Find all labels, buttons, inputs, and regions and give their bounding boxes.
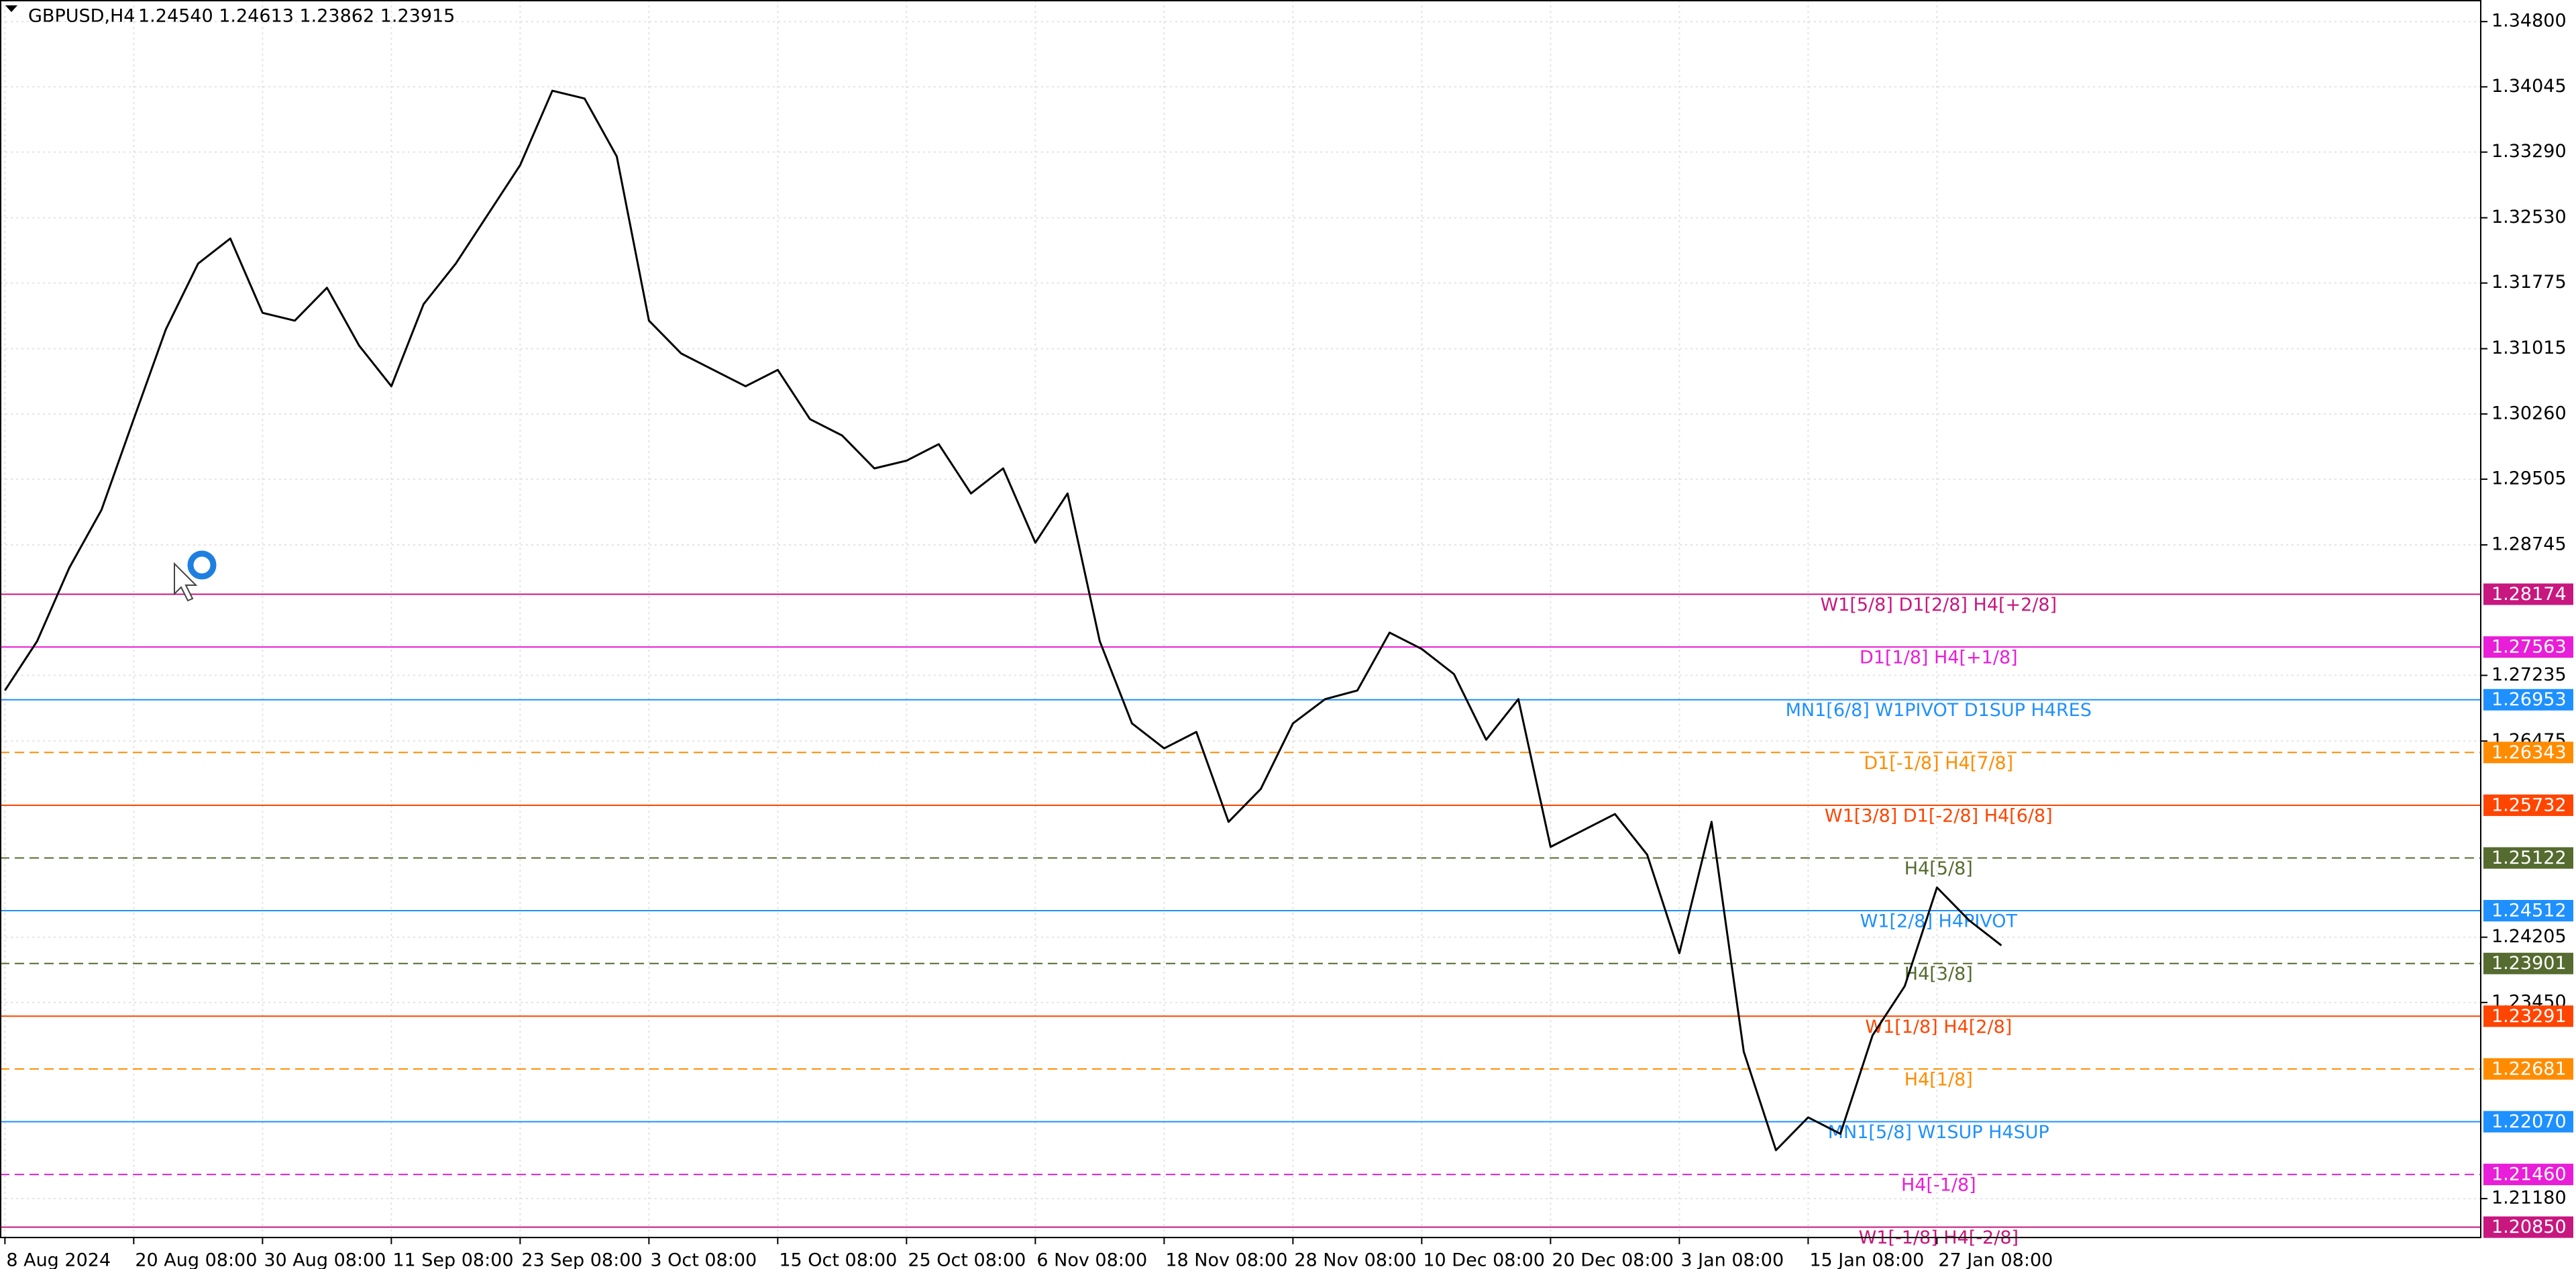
x-tick-label: 10 Dec 08:00 — [1423, 1250, 1545, 1269]
price-box-label: 1.22681 — [2491, 1058, 2567, 1079]
plot-frame — [0, 0, 2481, 1239]
price-box-label: 1.20850 — [2491, 1217, 2567, 1237]
price-box-label: 1.26953 — [2491, 689, 2567, 710]
y-tick-label: 1.34800 — [2491, 11, 2567, 32]
price-box — [2483, 742, 2573, 764]
price-box — [2483, 952, 2573, 974]
x-tick-label: 3 Oct 08:00 — [650, 1250, 757, 1269]
price-box — [2483, 900, 2573, 922]
x-tick-label: 15 Oct 08:00 — [779, 1250, 897, 1269]
y-tick-label: 1.30260 — [2491, 403, 2567, 423]
levels: W1[5/8] D1[2/8] H4[+2/8] D1[1/8] H4[+1/8]… — [0, 593, 2481, 1248]
price-box — [2483, 1111, 2573, 1133]
price-box-label: 1.26343 — [2491, 742, 2567, 763]
level-label: W1[5/8] D1[2/8] H4[+2/8] — [1820, 595, 2057, 615]
level-label: W1[1/8] H4[2/8] — [1865, 1017, 2012, 1037]
price-box — [2483, 1164, 2573, 1186]
price-box-label: 1.28174 — [2491, 584, 2567, 605]
x-tick-label: 20 Dec 08:00 — [1552, 1250, 1674, 1269]
level-label: W1[3/8] D1[-2/8] H4[6/8] — [1825, 805, 2053, 826]
price-box-label: 1.21460 — [2491, 1164, 2567, 1185]
y-tick-label: 1.29505 — [2491, 468, 2567, 489]
price-box-label: 1.24512 — [2491, 901, 2567, 921]
menu-arrow[interactable] — [5, 5, 17, 12]
y-tick-label: 1.31775 — [2491, 272, 2567, 293]
price-box — [2483, 583, 2573, 605]
level-label: H4[3/8] — [1904, 964, 1973, 984]
y-tick-label: 1.27235 — [2491, 664, 2567, 685]
level-label: H4[5/8] — [1904, 858, 1973, 879]
symbol: GBPUSD,H4 — [28, 6, 135, 27]
busy-cursor — [187, 550, 217, 580]
price-box-label: 1.23291 — [2491, 1006, 2567, 1027]
price-box — [2483, 1005, 2573, 1027]
level-label: W1[2/8] H4PIVOT — [1860, 911, 2018, 932]
x-tick-label: 15 Jan 08:00 — [1809, 1250, 1924, 1269]
level-label: D1[1/8] H4[+1/8] — [1860, 648, 2018, 668]
x-tick-label: 23 Sep 08:00 — [521, 1250, 642, 1269]
x-tick-label: 30 Aug 08:00 — [264, 1250, 386, 1269]
y-tick-label: 1.32530 — [2491, 207, 2567, 227]
level-label: D1[-1/8] H4[7/8] — [1864, 753, 2013, 774]
x-tick-label: 6 Nov 08:00 — [1036, 1250, 1147, 1269]
pointer-cursor — [174, 562, 198, 602]
y-tick-label: 1.34045 — [2491, 76, 2567, 97]
x-tick-label: 28 Nov 08:00 — [1294, 1250, 1416, 1269]
price-box-label: 1.25122 — [2491, 848, 2567, 868]
price-box-label: 1.23901 — [2491, 953, 2567, 974]
x-tick-label: 25 Oct 08:00 — [908, 1250, 1026, 1269]
price-box-label: 1.22070 — [2491, 1111, 2567, 1132]
price-box — [2483, 1058, 2573, 1080]
y-tick-label: 1.21180 — [2491, 1188, 2567, 1209]
y-tick-label: 1.28745 — [2491, 534, 2567, 554]
x-tick-label: 3 Jan 08:00 — [1680, 1250, 1784, 1269]
x-tick-label: 8 Aug 2024 — [6, 1250, 111, 1269]
level-label: MN1[5/8] W1SUP H4SUP — [1828, 1122, 2049, 1143]
price-box — [2483, 1216, 2573, 1238]
level-label: H4[-1/8] — [1901, 1175, 1976, 1196]
x-tick-label: 20 Aug 08:00 — [135, 1250, 257, 1269]
level-label: MN1[6/8] W1PIVOT D1SUP H4RES — [1786, 700, 2092, 721]
level-label: H4[1/8] — [1904, 1069, 1973, 1090]
price-line — [4, 89, 2002, 1152]
grid — [0, 0, 2481, 1238]
x-tick-label: 27 Jan 08:00 — [1938, 1250, 2053, 1269]
price-box — [2483, 847, 2573, 869]
y-tick-label: 1.33290 — [2491, 141, 2567, 162]
price-box-label: 1.27563 — [2491, 637, 2567, 658]
price-box — [2483, 794, 2573, 816]
series — [4, 89, 2002, 1152]
y-tick-label: 1.24205 — [2491, 926, 2567, 947]
price-box — [2483, 636, 2573, 658]
y-tick-label: 1.31015 — [2491, 338, 2567, 358]
ohlc: 1.24540 1.24613 1.23862 1.23915 — [138, 6, 455, 27]
price-box-label: 1.25732 — [2491, 795, 2567, 815]
price-box — [2483, 689, 2573, 711]
x-tick-label: 11 Sep 08:00 — [392, 1250, 513, 1269]
x-tick-label: 18 Nov 08:00 — [1165, 1250, 1287, 1269]
